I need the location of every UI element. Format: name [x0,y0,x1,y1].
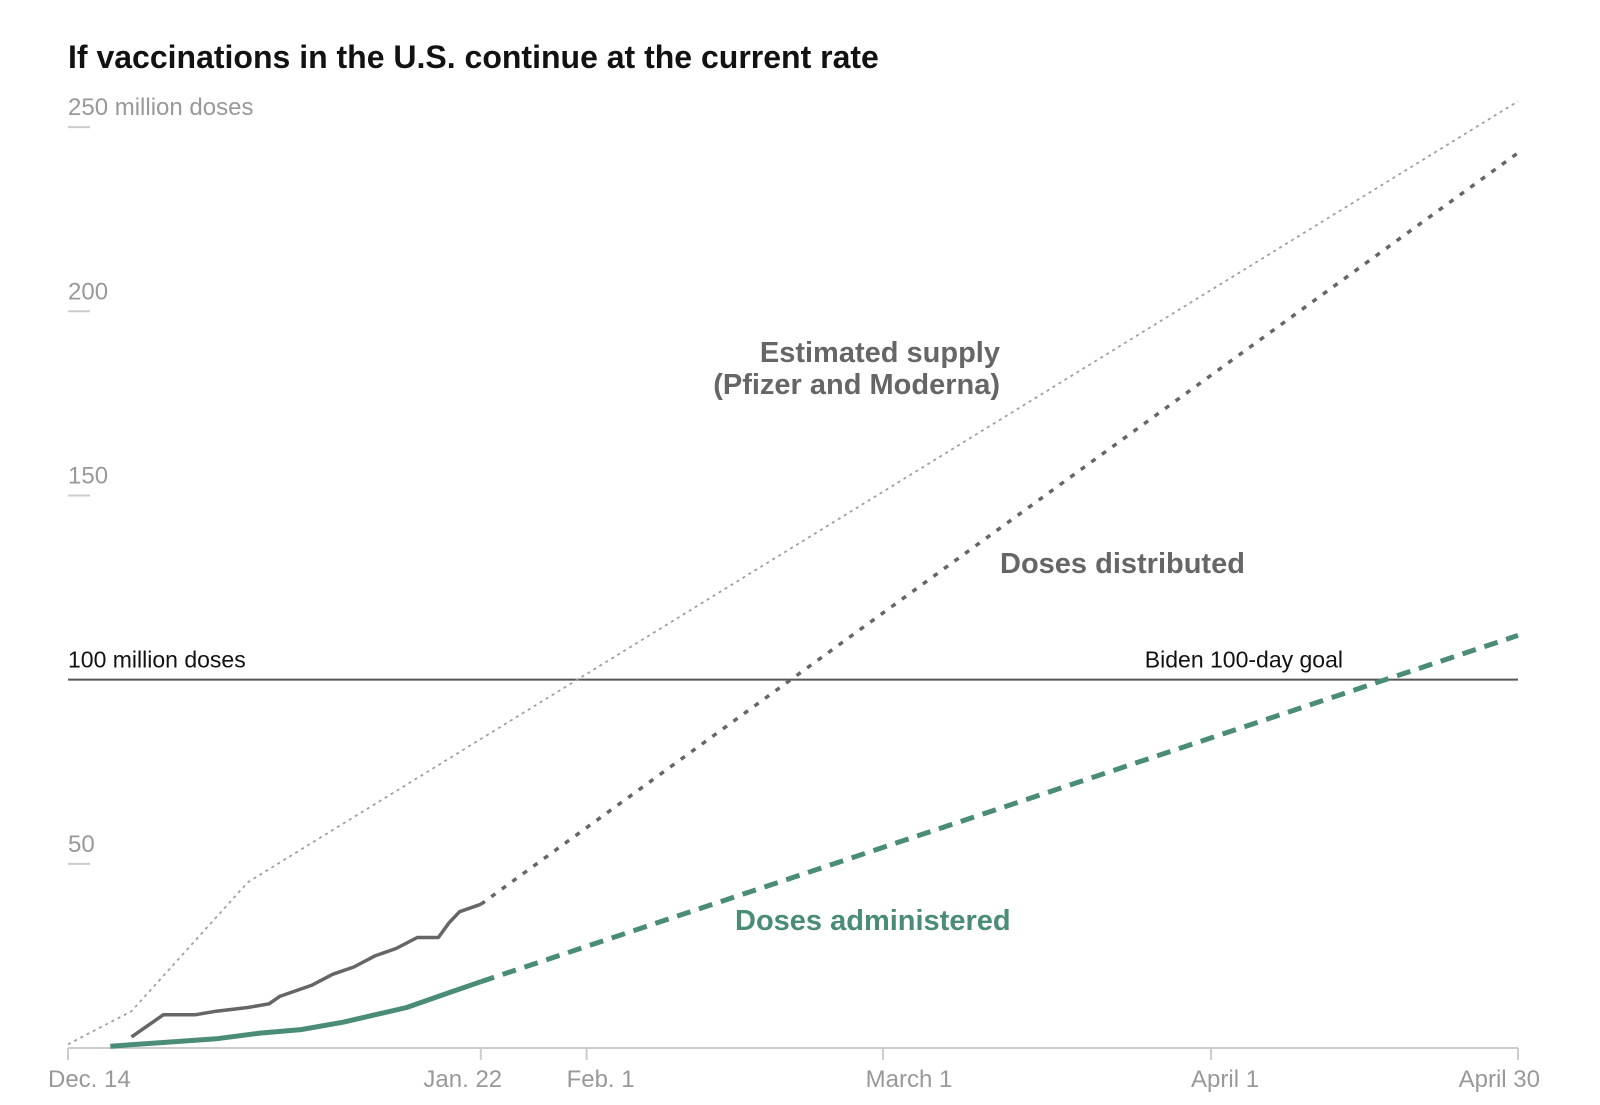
series-group [67,100,1520,1049]
x-tick-label: Jan. 22 [423,1066,502,1093]
y-tick-label: 150 [68,462,108,489]
reference-line-group: 100 million doses Biden 100-day goal [68,647,1518,681]
x-axis: Dec. 14 Jan. 22 Feb. 1 March 1 April 1 April … [48,1047,1540,1093]
x-tick-label: Feb. 1 [567,1066,635,1093]
supply-line [67,100,1519,1046]
y-tick-label: 50 [68,831,95,858]
x-tick-label: Dec. 14 [48,1066,131,1093]
administered-label: Doses administered [735,905,1011,937]
distributed-label: Doses distributed [1000,548,1245,580]
supply-label-line2: (Pfizer and Moderna) [713,369,1000,401]
y-tick-label: 250 million doses [68,94,253,121]
distributed-projected-line [479,151,1520,906]
goal-right-label: Biden 100-day goal [1145,647,1343,673]
x-tick-label: April 30 [1459,1066,1540,1093]
administered-actual-line [110,979,482,1049]
supply-label-line1: Estimated supply [760,337,1000,369]
chart-title: If vaccinations in the U.S. continue at … [68,39,879,75]
x-tick-label: March 1 [866,1066,953,1093]
goal-left-label: 100 million doses [68,647,246,673]
distributed-actual-line [130,902,482,1039]
y-axis: 250 million doses 200 150 50 [68,94,253,865]
y-tick-label: 200 [68,278,108,305]
x-tick-label: April 1 [1191,1066,1259,1093]
